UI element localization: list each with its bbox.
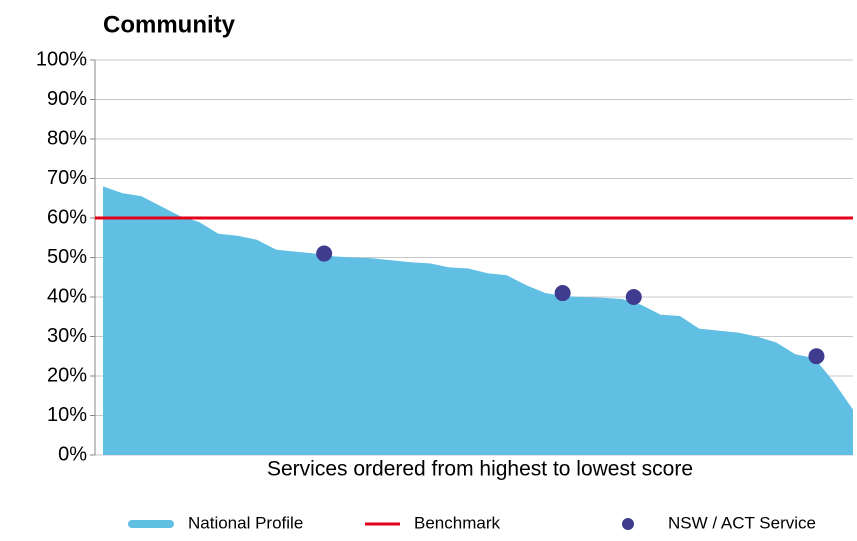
y-tick-label: 50% <box>47 246 87 268</box>
y-tick-label: 60% <box>47 206 87 228</box>
legend-swatch <box>128 520 174 528</box>
y-tick-label: 90% <box>47 88 87 110</box>
service-dot <box>554 285 571 302</box>
chart-title: Community <box>103 11 236 38</box>
service-dot <box>808 348 825 365</box>
y-tick-label: 80% <box>47 127 87 149</box>
y-tick-label: 30% <box>47 325 87 347</box>
service-dot <box>625 289 642 305</box>
y-tick-label: 40% <box>47 285 87 307</box>
legend-label: NSW / ACT Service <box>668 513 816 532</box>
x-axis-label: Services ordered from highest to lowest … <box>267 458 693 481</box>
service-dot <box>316 245 333 262</box>
legend-swatch <box>622 518 634 530</box>
y-tick-label: 70% <box>47 167 87 189</box>
legend-label: National Profile <box>188 513 303 532</box>
legend-label: Benchmark <box>414 513 500 532</box>
y-tick-label: 10% <box>47 404 87 426</box>
area <box>103 186 853 455</box>
y-tick-label: 0% <box>58 443 87 465</box>
y-tick-label: 20% <box>47 364 87 386</box>
y-tick-label: 100% <box>36 48 87 70</box>
